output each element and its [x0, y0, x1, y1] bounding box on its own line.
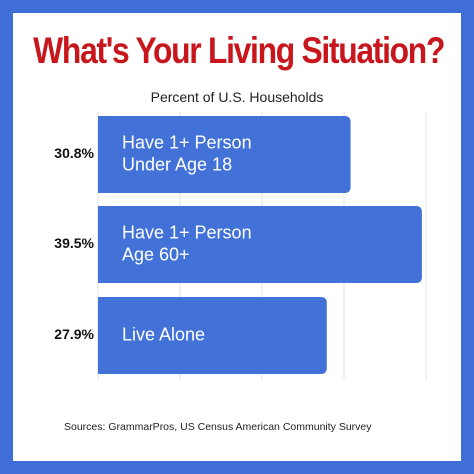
bar-label-0-line-1: Under Age 18 [122, 154, 232, 174]
bar-label-1-line-0: Have 1+ Person [122, 222, 252, 242]
bar-label-1-line-1: Age 60+ [122, 244, 190, 264]
bar-label-2-line-0: Live Alone [122, 324, 205, 344]
bar-0 [98, 116, 351, 193]
value-label-2: 27.9% [54, 326, 94, 342]
value-label-1: 39.5% [54, 235, 94, 251]
chart-title: What's Your Living Situation? [33, 30, 445, 71]
source-note: Sources: GrammarPros, US Census American… [64, 421, 372, 433]
bar-2 [98, 297, 327, 374]
bar-1 [98, 206, 422, 283]
chart-subtitle: Percent of U.S. Households [150, 89, 324, 105]
bar-label-0-line-0: Have 1+ Person [122, 132, 252, 152]
value-label-0: 30.8% [54, 145, 94, 161]
